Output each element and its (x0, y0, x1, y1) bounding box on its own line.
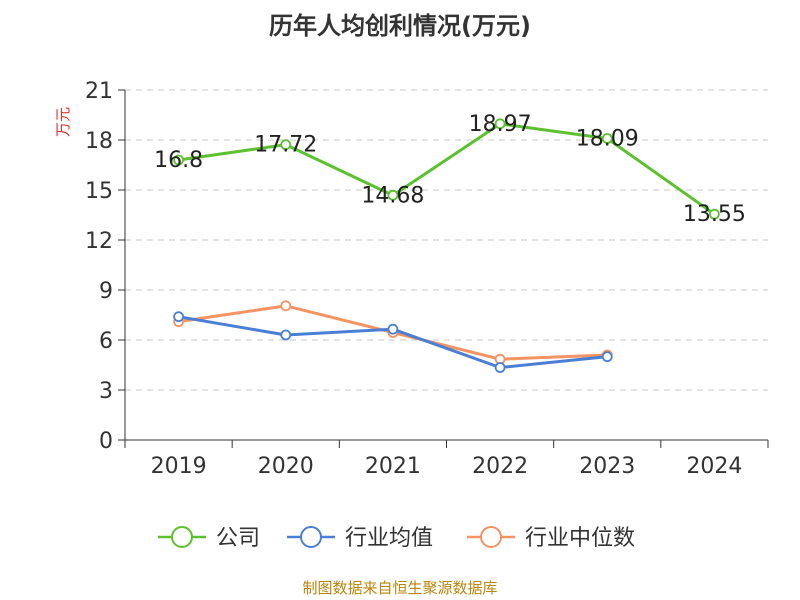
legend-marker (480, 526, 502, 548)
y-axis-label: 万元 (54, 107, 72, 137)
data-point (601, 133, 613, 144)
legend-item-1[interactable]: 行业均值 (287, 526, 433, 551)
y-tick-label: 6 (99, 329, 113, 354)
data-point (494, 362, 506, 373)
data-point (280, 139, 292, 151)
data-point (173, 154, 184, 166)
data-point (387, 323, 399, 335)
data-point (494, 118, 506, 130)
data-labels: 16.8 17.72 14.68 18.97 18.09 13.55 (154, 112, 746, 227)
data-point (280, 329, 292, 341)
y-tick-label: 18 (85, 129, 113, 154)
data-point (601, 351, 613, 363)
y-tick-label: 3 (99, 379, 113, 404)
y-tick-label: 0 (99, 429, 113, 454)
data-label: 18.09 (576, 127, 639, 152)
chart-title: 历年人均创利情况(万元) (269, 12, 531, 40)
grid-lines (125, 89, 768, 391)
y-tick-label: 12 (85, 229, 113, 254)
x-tick-label: 2021 (365, 454, 421, 479)
data-point (387, 189, 399, 201)
series-group (173, 118, 720, 373)
x-tick-label: 2020 (258, 454, 314, 479)
legend-label: 行业均值 (345, 526, 433, 551)
data-label: 18.97 (469, 112, 532, 137)
data-label: 17.72 (254, 133, 317, 158)
x-tick-label: 2022 (472, 454, 528, 479)
data-label: 14.68 (361, 183, 424, 208)
data-label: 16.8 (154, 148, 203, 173)
data-point (173, 311, 184, 323)
y-tick-label: 15 (85, 179, 113, 204)
axes: 0 3 6 9 12 15 18 21 2019 2020 2021 2022 2023 2024 (85, 79, 769, 479)
y-tick-label: 9 (99, 279, 113, 304)
data-point (709, 208, 720, 220)
source-note: 制图数据来自恒生聚源数据库 (302, 579, 497, 597)
y-tick-label: 21 (85, 79, 113, 104)
x-tick-label: 2019 (151, 454, 207, 479)
data-label: 13.55 (683, 202, 746, 227)
data-point (280, 300, 292, 312)
x-tick-label: 2023 (579, 454, 635, 479)
series-line-0 (178, 122, 716, 216)
legend-label: 公司 (216, 526, 260, 551)
legend-label: 行业中位数 (525, 526, 635, 551)
x-tick-label: 2024 (686, 454, 742, 479)
legend-item-2[interactable]: 行业中位数 (467, 526, 635, 551)
legend-item-0[interactable]: 公司 (158, 526, 260, 551)
legend-marker (171, 526, 193, 548)
legend: 公司 行业均值 行业中位数 (158, 526, 635, 551)
legend-marker (300, 526, 322, 548)
